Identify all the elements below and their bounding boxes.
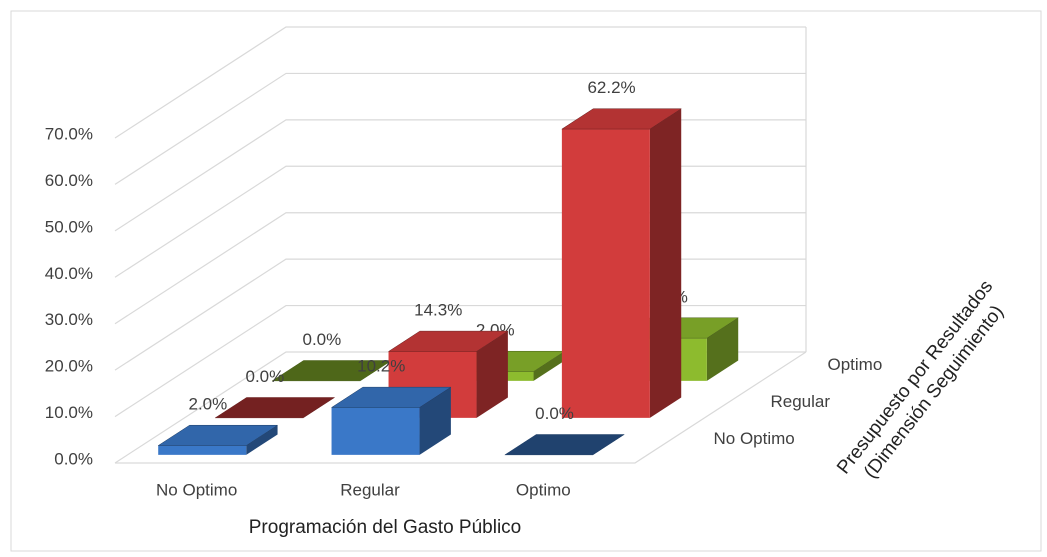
value-label: 62.2% — [587, 78, 635, 97]
grid-line — [114, 165, 806, 278]
bar-front — [158, 445, 247, 455]
bar-side — [706, 317, 739, 381]
value-label: 2.0% — [189, 395, 228, 414]
floor-edge — [115, 351, 807, 464]
x-tick-label: Optimo — [516, 480, 571, 499]
bar-top — [504, 434, 626, 456]
bar-top — [561, 108, 683, 130]
legend-label: Optimo — [828, 355, 883, 374]
grid-line — [114, 119, 806, 232]
x-tick-label: Regular — [340, 480, 400, 499]
bar-side — [476, 331, 508, 418]
bar — [214, 397, 336, 419]
bar-side — [246, 425, 278, 455]
z-axis-title-line: (Dimensión Seguimiento) — [860, 302, 1008, 483]
bar-front — [561, 129, 650, 418]
y-tick-label: 20.0% — [45, 357, 93, 376]
value-label: 0.0% — [535, 404, 574, 423]
bar-side — [533, 351, 565, 381]
chart-border — [10, 10, 1042, 552]
value-label: 14.3% — [414, 301, 462, 320]
z-axis-title-line: Presupuesto por Resultados — [833, 276, 997, 478]
bar-top — [157, 424, 279, 446]
legend-label: Regular — [771, 392, 831, 411]
grid-line — [114, 72, 806, 185]
bar-side — [419, 387, 451, 455]
bar-top — [387, 330, 509, 352]
bar-side — [649, 108, 682, 418]
y-tick-label: 50.0% — [45, 217, 93, 236]
grid-line — [114, 26, 806, 139]
z-axis-title: Presupuesto por Resultados (Dimensión Se… — [833, 276, 1008, 483]
y-tick-label: 70.0% — [45, 124, 93, 143]
bar — [561, 108, 683, 418]
bar-front — [331, 407, 420, 455]
y-tick-label: 0.0% — [54, 449, 93, 468]
bar-top — [330, 386, 452, 408]
value-label: 10.2% — [357, 357, 405, 376]
x-axis-title: Programación del Gasto Público — [249, 517, 521, 538]
legend-label: No Optimo — [714, 429, 795, 448]
value-label: 0.0% — [303, 330, 342, 349]
bar — [330, 386, 452, 455]
y-tick-label: 30.0% — [45, 310, 93, 329]
bar — [504, 434, 626, 456]
x-tick-label: No Optimo — [156, 480, 237, 499]
y-tick-label: 40.0% — [45, 264, 93, 283]
value-label: 0.0% — [246, 367, 285, 386]
y-tick-label: 10.0% — [45, 403, 93, 422]
bar — [157, 424, 279, 455]
bar — [271, 360, 393, 382]
bar-top — [214, 397, 336, 419]
y-tick-label: 60.0% — [45, 171, 93, 190]
